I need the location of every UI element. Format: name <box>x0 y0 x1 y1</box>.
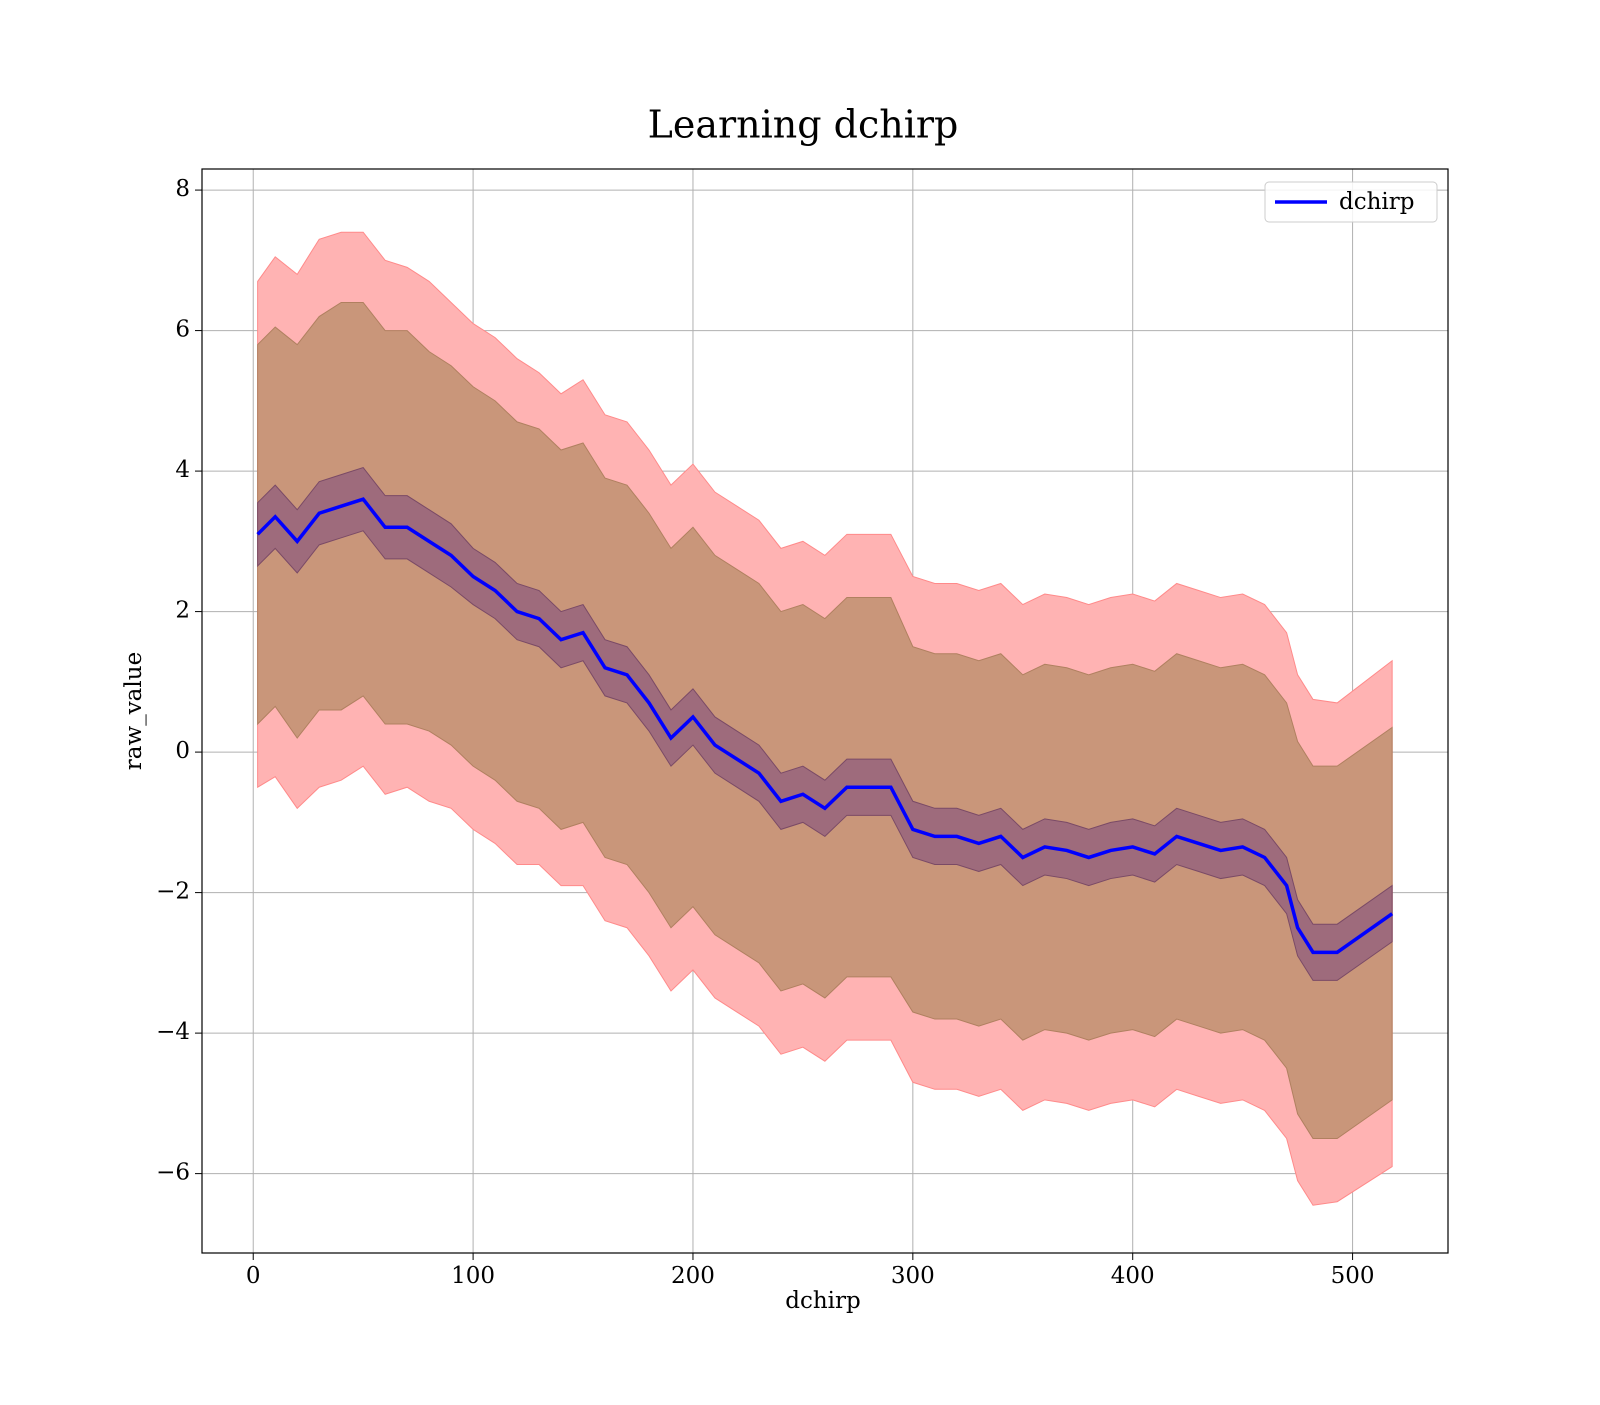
plot-frame <box>201 168 1449 1254</box>
y-tick-label: 8 <box>175 176 190 202</box>
y-tick-label: 0 <box>175 738 190 764</box>
y-tick-label: 2 <box>175 598 190 624</box>
y-tick-label: −4 <box>156 1019 190 1045</box>
chart-title: Learning dchirp <box>648 103 959 147</box>
x-tick-label: 300 <box>891 1263 935 1289</box>
legend-label: dchirp <box>1339 189 1415 215</box>
line <box>256 497 1394 955</box>
x-tick-label: 0 <box>246 1263 261 1289</box>
error-band <box>257 301 1393 1139</box>
x-tick-label: 100 <box>451 1263 495 1289</box>
y-axis-label: raw_value <box>121 652 147 770</box>
y-tick-label: −2 <box>156 879 190 905</box>
x-tick-label: 200 <box>671 1263 715 1289</box>
y-tick-label: 4 <box>175 457 190 483</box>
x-tick-label: 400 <box>1111 1263 1155 1289</box>
y-tick-label: −6 <box>156 1160 190 1186</box>
x-tick-label: 500 <box>1331 1263 1375 1289</box>
legend-box <box>1264 181 1438 223</box>
y-tick-label: 6 <box>175 317 190 343</box>
x-axis-label: dchirp <box>785 1288 861 1314</box>
